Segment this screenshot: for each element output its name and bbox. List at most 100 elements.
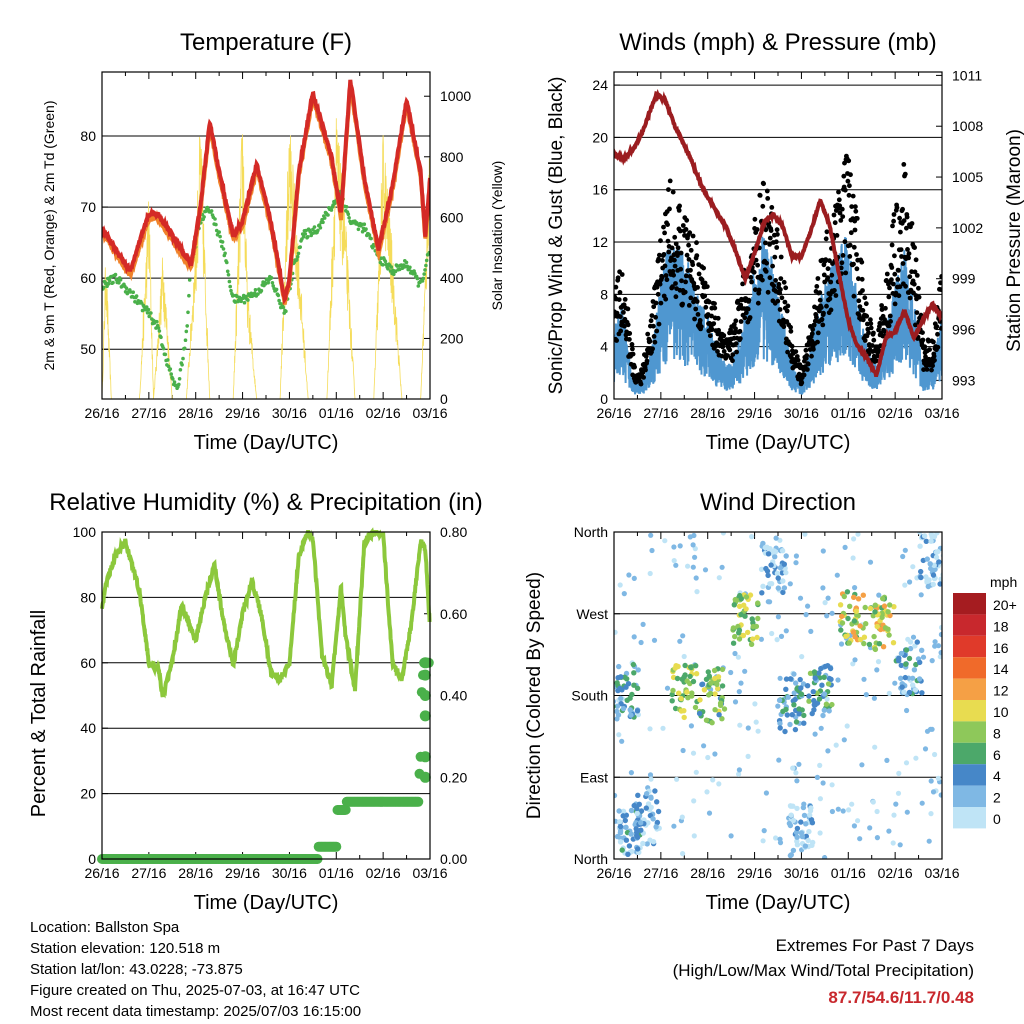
gust-point xyxy=(653,300,659,306)
direction-point xyxy=(721,706,728,712)
direction-point xyxy=(755,600,761,606)
dewpoint-point xyxy=(107,278,112,283)
gust-point xyxy=(818,305,824,310)
direction-point xyxy=(769,630,775,637)
gust-point xyxy=(815,276,821,281)
dewpoint-point xyxy=(220,240,225,244)
gust-point xyxy=(828,279,834,285)
dewpoint-point xyxy=(242,300,247,305)
direction-point xyxy=(803,612,809,618)
gust-point xyxy=(938,287,942,292)
direction-point xyxy=(891,604,897,610)
dewpoint-point xyxy=(144,305,149,309)
gust-point xyxy=(627,337,632,342)
direction-point xyxy=(638,808,645,814)
direction-point xyxy=(882,625,889,631)
precip-point xyxy=(419,771,431,783)
direction-point xyxy=(930,572,937,578)
dewpoint-point xyxy=(344,205,349,209)
gust-point xyxy=(675,253,680,258)
gust-point xyxy=(666,187,671,193)
direction-point xyxy=(851,618,858,624)
gust-point xyxy=(856,298,862,304)
direction-point xyxy=(826,675,833,682)
colorbar-label-2: 16 xyxy=(993,640,1009,656)
gust-point xyxy=(684,217,690,223)
gust-point xyxy=(775,298,781,304)
direction-point xyxy=(895,790,902,796)
direction-point xyxy=(937,654,942,660)
direction-point xyxy=(690,564,696,570)
dewpoint-point xyxy=(156,326,161,330)
gust-point xyxy=(821,310,826,316)
gust-point xyxy=(760,203,766,209)
direction-point xyxy=(705,754,711,761)
direction-point xyxy=(752,701,758,707)
direction-point xyxy=(643,805,649,811)
direction-point xyxy=(802,843,809,849)
direction-point xyxy=(938,792,942,798)
direction-point xyxy=(711,667,718,674)
direction-point xyxy=(710,777,716,783)
dewpoint-point xyxy=(317,223,322,227)
dewpoint-point xyxy=(356,227,361,232)
gust-point xyxy=(849,204,855,210)
ytick-right-label-0-0: 0 xyxy=(440,391,448,407)
direction-point xyxy=(680,747,686,754)
xtick-label-0-7: 03/16 xyxy=(412,405,447,421)
gust-point xyxy=(907,274,913,280)
direction-point xyxy=(614,703,616,710)
colorbar-label-0: 20+ xyxy=(993,597,1017,613)
gust-point xyxy=(842,187,848,193)
direction-point xyxy=(875,659,882,665)
gust-point xyxy=(897,284,903,290)
ytick-right-label-0-5: 1000 xyxy=(440,88,471,104)
gust-point xyxy=(852,227,858,233)
gust-point xyxy=(653,314,658,320)
gust-point xyxy=(921,367,926,372)
plot-frame-3 xyxy=(613,531,943,860)
direction-point xyxy=(630,661,637,668)
direction-point xyxy=(805,837,811,844)
gust-point xyxy=(815,339,820,345)
dewpoint-point xyxy=(225,260,229,265)
colorbar-label-5: 10 xyxy=(993,704,1009,720)
direction-point xyxy=(742,668,748,674)
gust-point xyxy=(862,338,868,343)
dewpoint-point xyxy=(413,271,417,276)
direction-point xyxy=(716,712,722,718)
xtick-label-3-1: 27/16 xyxy=(643,865,678,881)
direction-point xyxy=(814,774,821,781)
dewpoint-point xyxy=(303,232,308,236)
gust-point xyxy=(646,346,651,351)
gust-point xyxy=(853,204,858,210)
series-solar-insolation xyxy=(102,118,430,399)
direction-point xyxy=(712,691,718,697)
direction-point xyxy=(670,687,676,694)
gust-point xyxy=(909,269,914,275)
gust-point xyxy=(848,172,853,178)
gust-point xyxy=(629,342,635,347)
gust-point xyxy=(644,358,650,364)
direction-point xyxy=(820,780,826,786)
xtick-label-3-2: 28/16 xyxy=(690,865,725,881)
direction-point xyxy=(852,585,858,591)
direction-point xyxy=(937,581,942,587)
xtick-label-0-0: 26/16 xyxy=(84,405,119,421)
direction-point xyxy=(929,533,935,540)
ylabel-right-pressure: Station Pressure (Maroon) xyxy=(1004,129,1024,352)
direction-point xyxy=(764,544,770,550)
direction-point xyxy=(732,699,739,705)
ytick-right-label-0-3: 600 xyxy=(440,209,464,225)
direction-point xyxy=(647,772,654,778)
gust-point xyxy=(663,296,669,302)
xtick-label-3-4: 30/16 xyxy=(784,865,819,881)
direction-point xyxy=(653,824,659,830)
direction-point xyxy=(919,800,925,806)
gust-point xyxy=(803,347,809,353)
gust-point xyxy=(895,277,901,282)
direction-point xyxy=(692,704,699,711)
dewpoint-point xyxy=(416,284,421,288)
direction-point xyxy=(681,653,687,660)
gust-point xyxy=(811,346,816,352)
